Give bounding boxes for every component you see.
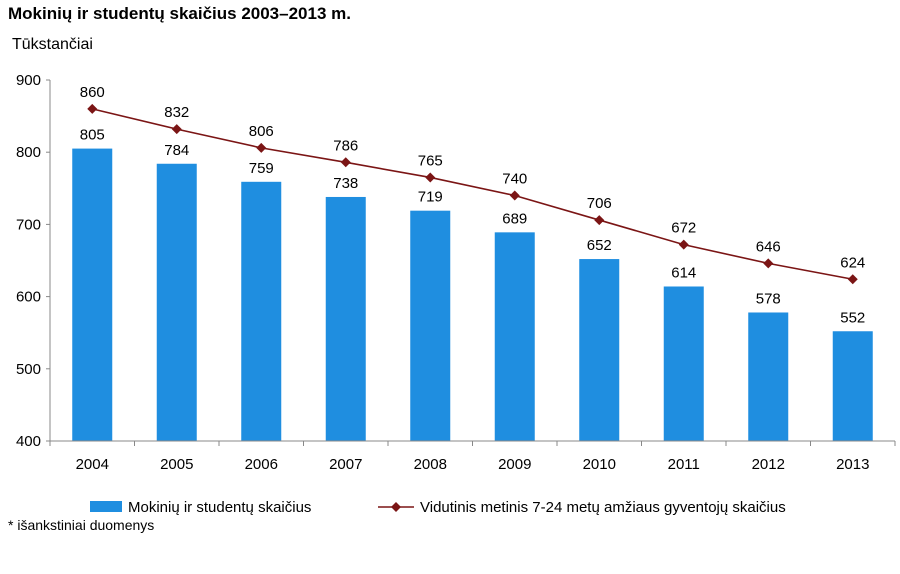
line-value-label: 740	[502, 171, 527, 188]
line-point-2013	[847, 274, 858, 285]
bar-2012	[748, 312, 789, 441]
y-tick-label: 800	[16, 144, 41, 161]
x-tick-label: 2009	[498, 456, 531, 473]
line-value-label: 646	[756, 238, 781, 255]
line-point-2012	[763, 258, 774, 269]
line-value-label: 672	[671, 220, 696, 237]
bar-value-label: 759	[249, 160, 274, 177]
bar-2005	[156, 163, 197, 441]
line-value-label: 624	[840, 254, 865, 271]
legend-bar-swatch	[90, 501, 122, 512]
x-tick-label: 2012	[752, 456, 785, 473]
bars-layer	[72, 148, 873, 441]
line-series	[92, 108, 853, 281]
line-point-2009	[509, 190, 520, 201]
line-point-2007	[340, 157, 351, 168]
line-point-2006	[256, 142, 267, 153]
line-value-label: 832	[164, 104, 189, 121]
line-value-label: 860	[80, 84, 105, 101]
line-point-2011	[678, 239, 689, 250]
line-layer	[87, 103, 858, 285]
y-tick-label: 500	[16, 361, 41, 378]
bar-value-label: 738	[333, 175, 358, 192]
line-point-2004	[87, 103, 98, 114]
line-value-label: 806	[249, 123, 274, 140]
bar-2007	[325, 196, 366, 441]
x-tick-label: 2010	[583, 456, 616, 473]
bar-2009	[494, 232, 535, 441]
x-tick-label: 2005	[160, 456, 193, 473]
x-tick-label: 2004	[76, 456, 109, 473]
legend-bar-label: Mokinių ir studentų skaičius	[128, 499, 311, 516]
x-tick-label: 2008	[414, 456, 447, 473]
y-tick-label: 400	[16, 433, 41, 450]
line-value-label: 706	[587, 195, 612, 212]
bar-value-label: 719	[418, 189, 443, 206]
line-value-label: 786	[333, 137, 358, 154]
x-tick-label: 2007	[329, 456, 362, 473]
bar-value-label: 805	[80, 127, 105, 144]
bar-value-label: 652	[587, 237, 612, 254]
x-tick-label: 2013	[836, 456, 869, 473]
bar-value-label: 578	[756, 290, 781, 307]
x-tick-label: 2011	[668, 456, 700, 473]
bar-2011	[663, 286, 704, 441]
line-value-label: 765	[418, 152, 443, 169]
legend-line-label: Vidutinis metinis 7-24 metų amžiaus gyve…	[420, 499, 786, 516]
y-axis-unit-label: Tūkstančiai	[12, 36, 93, 53]
legend-line-marker	[391, 502, 401, 512]
bar-value-label: 689	[502, 210, 527, 227]
line-point-2008	[425, 172, 436, 183]
y-tick-label: 900	[16, 72, 41, 89]
bar-value-label: 784	[164, 142, 189, 159]
footnote: * išankstiniai duomenys	[8, 517, 155, 533]
y-tick-label: 600	[16, 289, 41, 306]
legend: Mokinių ir studentų skaičius Vidutinis me…	[90, 499, 786, 516]
bar-2008	[410, 210, 451, 441]
bar-2010	[579, 259, 620, 441]
bar-2004	[72, 148, 113, 441]
axes-layer: 400 500 600 700 800 900 2004 2005 2006 2007 2008 20…	[16, 72, 896, 473]
bar-value-label: 614	[671, 264, 696, 281]
line-point-2005	[171, 124, 182, 135]
bar-value-label: 552	[840, 309, 865, 326]
line-point-2010	[594, 215, 605, 226]
bar-2013	[832, 331, 873, 441]
y-tick-label: 700	[16, 216, 41, 233]
chart-title: Mokinių ir studentų skaičius 2003–2013 m…	[8, 4, 351, 23]
x-tick-label: 2006	[245, 456, 278, 473]
labels-layer: 805 784 759 738 719 689 652 614 578 552 860 832 806 7…	[80, 84, 866, 326]
bar-2006	[241, 181, 282, 441]
